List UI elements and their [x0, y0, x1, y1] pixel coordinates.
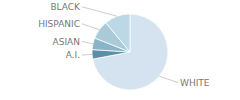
slice — [93, 14, 168, 90]
slice — [106, 14, 130, 52]
slice-label: ASIAN — [53, 37, 80, 47]
slice-label: A.I. — [66, 50, 80, 60]
chart: WHITE A.I. ASIAN HISPANIC BLACK — [0, 0, 240, 100]
leader-line — [82, 42, 93, 44]
slice-label: HISPANIC — [38, 19, 80, 29]
leader-line — [82, 54, 92, 56]
leader-line — [159, 76, 178, 82]
leader-line — [82, 7, 117, 16]
slice-label: WHITE — [180, 78, 210, 88]
pie: WHITE A.I. ASIAN HISPANIC BLACK — [38, 2, 210, 90]
slice-label: BLACK — [50, 2, 81, 12]
leader-line — [82, 24, 99, 30]
